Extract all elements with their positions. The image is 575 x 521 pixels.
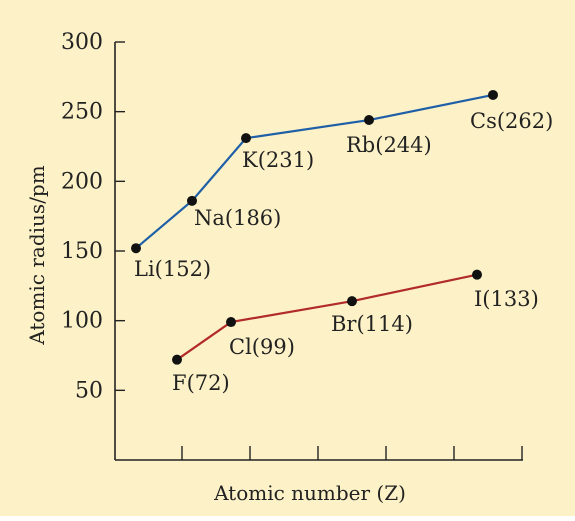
point-label: Na(186) (194, 206, 281, 230)
series (131, 89, 498, 365)
point-labels: Li(152) Na(186) K(231) Rb(244) Cs(262) F(72) C… (134, 109, 553, 395)
y-tick-label: 100 (61, 309, 103, 334)
point-label: K(231) (242, 148, 314, 172)
point-label: Cs(262) (470, 109, 553, 133)
data-point (347, 296, 357, 307)
point-label: Li(152) (134, 257, 211, 281)
data-point (187, 195, 197, 206)
data-point (172, 354, 182, 365)
y-tick-label: 200 (61, 169, 103, 194)
y-tick-label: 50 (75, 378, 103, 403)
y-tick-label: 150 (61, 239, 103, 264)
point-label: F(72) (172, 371, 230, 395)
data-point (364, 115, 374, 126)
data-point (488, 89, 498, 100)
point-label: Cl(99) (229, 335, 295, 359)
data-point (226, 317, 236, 328)
series-line (176, 273, 478, 361)
data-point (241, 133, 251, 144)
y-tick-label: 300 (61, 30, 103, 55)
point-label: Br(114) (331, 312, 413, 336)
x-axis-title: Atomic number (Z) (213, 481, 406, 505)
point-label: Rb(244) (346, 133, 432, 157)
data-point (472, 269, 482, 280)
y-tick-label: 250 (61, 100, 103, 125)
axes: 50 100 150 200 250 300 (61, 30, 523, 461)
y-axis-title: Atomic radius/pm (25, 165, 49, 345)
point-label: I(133) (474, 287, 539, 311)
data-point (131, 243, 141, 254)
